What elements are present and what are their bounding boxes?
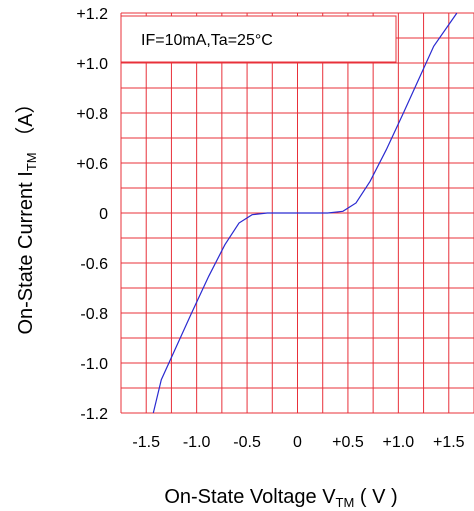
x-tick-label: -0.5 bbox=[233, 434, 261, 451]
x-axis-title: On-State Voltage VTM ( V ) bbox=[164, 486, 397, 510]
x-axis-title-main: On-State Voltage V bbox=[164, 486, 336, 508]
y-axis-title-unit: （A） bbox=[14, 93, 37, 152]
x-axis-title-unit: ( V ) bbox=[354, 486, 397, 508]
x-tick-label: +1.0 bbox=[383, 434, 415, 451]
y-axis-title-main: On-State Current I bbox=[15, 171, 37, 334]
grid bbox=[120, 12, 474, 414]
y-tick-label: -1.2 bbox=[80, 406, 108, 423]
x-tick-label: +0.5 bbox=[332, 434, 364, 451]
annotation-box: IF=10mA,Ta=25°C bbox=[120, 15, 397, 63]
y-tick-label: -1.0 bbox=[80, 356, 108, 373]
x-tick-label: +1.5 bbox=[433, 434, 465, 451]
x-tick-label: -1.0 bbox=[183, 434, 211, 451]
x-tick-label: 0 bbox=[293, 434, 302, 451]
series-line bbox=[152, 12, 458, 414]
y-tick-label: -0.8 bbox=[80, 306, 108, 323]
y-tick-label: +1.0 bbox=[76, 56, 108, 73]
y-axis-title: On-State Current ITM （A） bbox=[14, 93, 39, 334]
y-tick-label: +1.2 bbox=[76, 6, 108, 23]
y-tick-label: +0.6 bbox=[76, 156, 108, 173]
y-tick-label: 0 bbox=[99, 206, 108, 223]
x-tick-labels: -1.5 -1.0 -0.5 0 +0.5 +1.0 +1.5 bbox=[132, 434, 464, 451]
y-tick-labels: +1.2 +1.0 +0.8 +0.6 0 -0.6 -0.8 -1.0 -1.2 bbox=[76, 6, 108, 423]
y-axis-title-sub: TM bbox=[24, 152, 39, 171]
x-tick-label: -1.5 bbox=[132, 434, 160, 451]
y-tick-label: -0.6 bbox=[80, 256, 108, 273]
annotation-text: IF=10mA,Ta=25°C bbox=[141, 32, 273, 49]
y-tick-label: +0.8 bbox=[76, 106, 108, 123]
x-axis-title-sub: TM bbox=[336, 495, 355, 510]
